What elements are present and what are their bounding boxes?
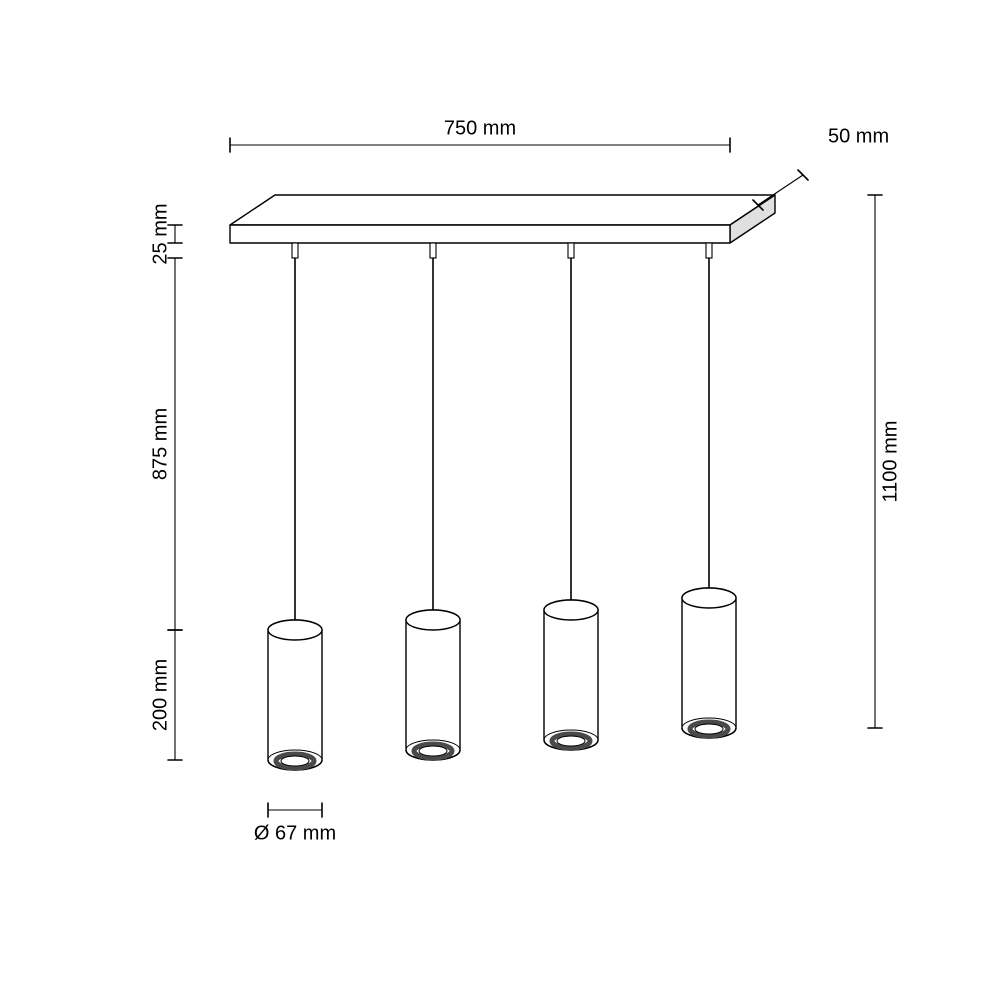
dimension-label: 200 mm	[149, 659, 171, 731]
dimension-label: 750 mm	[444, 117, 516, 139]
dimension-label: 50 mm	[828, 125, 889, 147]
dimension-label: 1100 mm	[879, 421, 901, 503]
dimension-label: Ø 67 mm	[254, 822, 336, 844]
technical-drawing: 750 mm 50 mm 25 mm 875 mm 200 mm 1100 mm Ø 67 …	[0, 0, 1000, 1000]
dimension-label: 25 mm	[149, 203, 171, 264]
dimension-label: 875 mm	[149, 408, 171, 480]
